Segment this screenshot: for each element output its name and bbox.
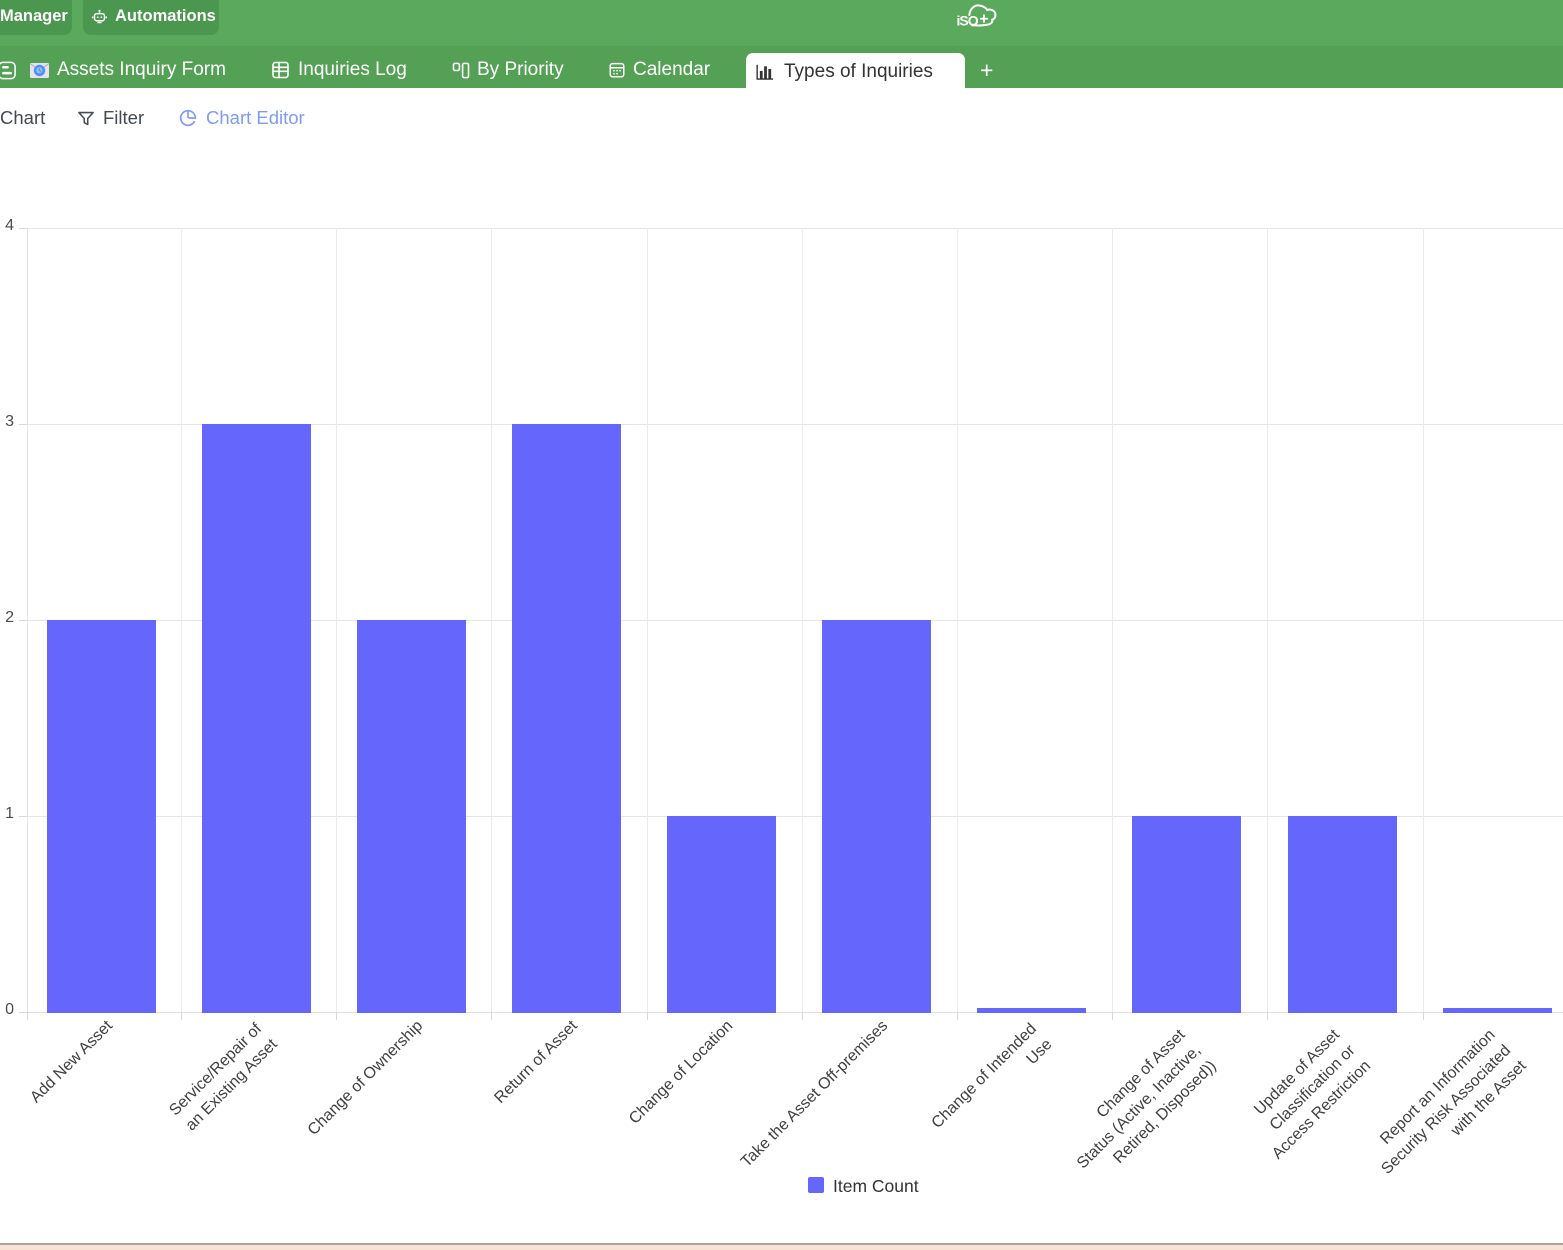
svg-text:iSO: iSO <box>957 13 979 29</box>
